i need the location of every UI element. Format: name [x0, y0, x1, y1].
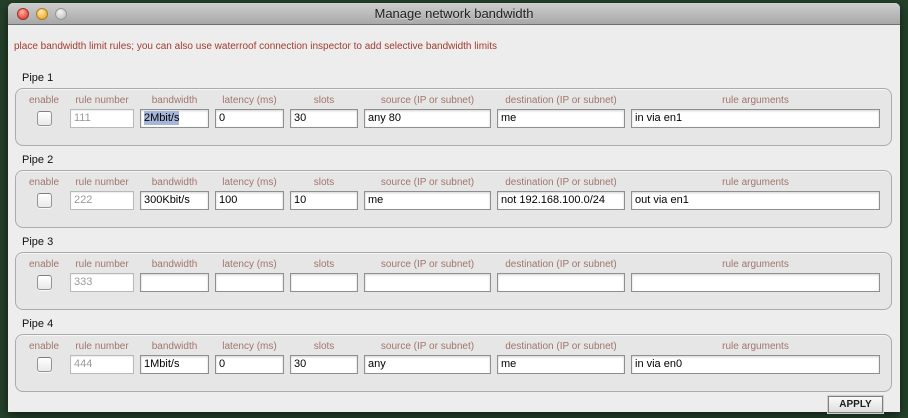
- window-controls: [17, 8, 67, 20]
- manage-bandwidth-window: Manage network bandwidth place bandwidth…: [8, 3, 900, 413]
- rule-arguments-column-header: rule arguments: [722, 259, 789, 270]
- zoom-window-icon[interactable]: [55, 8, 67, 20]
- pipe-3-label: Pipe 3: [22, 236, 54, 248]
- bandwidth-column-header: bandwidth: [151, 341, 198, 352]
- rule-number-column-header: rule number: [75, 259, 129, 270]
- pipe-1-source-input[interactable]: any 80: [364, 109, 491, 128]
- pipe-1-slots-input[interactable]: 30: [290, 109, 358, 128]
- pipe-1-section: Pipe 1 enable rule number bandwidth late…: [8, 72, 900, 146]
- slots-column-header: slots: [313, 259, 335, 270]
- source-column-header: source (IP or subnet): [380, 341, 475, 352]
- pipe-4-groupbox: enable rule number bandwidth latency (ms…: [15, 334, 892, 392]
- pipe-3-rule-arguments-input[interactable]: [631, 273, 880, 292]
- column-headers: enable rule number bandwidth latency (ms…: [24, 177, 880, 189]
- rule-arguments-column-header: rule arguments: [722, 177, 789, 188]
- pipe-2-groupbox: enable rule number bandwidth latency (ms…: [15, 170, 892, 228]
- pipe-4-label: Pipe 4: [22, 318, 54, 330]
- pipe-3-destination-input[interactable]: [497, 273, 625, 292]
- footer: APPLY: [8, 396, 883, 413]
- destination-column-header: destination (IP or subnet): [505, 177, 617, 188]
- slots-column-header: slots: [313, 177, 335, 188]
- latency-column-header: latency (ms): [222, 259, 277, 270]
- pipe-2-enable-checkbox[interactable]: [36, 193, 52, 208]
- column-headers: enable rule number bandwidth latency (ms…: [24, 341, 880, 353]
- pipe-3-section: Pipe 3 enable rule number bandwidth late…: [8, 236, 900, 310]
- pipe-3-rule-number-input[interactable]: 333: [70, 273, 134, 292]
- pipe-2-section: Pipe 2 enable rule number bandwidth late…: [8, 154, 900, 228]
- close-window-icon[interactable]: [17, 8, 29, 20]
- pipe-4-rule-number-input[interactable]: 444: [70, 355, 134, 374]
- pipe-1-groupbox: enable rule number bandwidth latency (ms…: [15, 88, 892, 146]
- bandwidth-column-header: bandwidth: [151, 177, 198, 188]
- selected-text: 2Mbit/s: [144, 111, 180, 125]
- enable-column-header: enable: [28, 259, 60, 270]
- pipe-1-destination-input[interactable]: me: [497, 109, 625, 128]
- pipe-2-rule-number-input[interactable]: 222: [70, 191, 134, 210]
- instruction-text: place bandwidth limit rules; you can als…: [14, 41, 498, 52]
- pipe-3-latency-input[interactable]: [215, 273, 284, 292]
- pipe-3-slots-input[interactable]: [290, 273, 358, 292]
- slots-column-header: slots: [313, 95, 335, 106]
- pipe-2-slots-input[interactable]: 10: [290, 191, 358, 210]
- source-column-header: source (IP or subnet): [380, 177, 475, 188]
- window-title: Manage network bandwidth: [374, 6, 534, 21]
- pipe-4-slots-input[interactable]: 30: [290, 355, 358, 374]
- rule-arguments-column-header: rule arguments: [722, 95, 789, 106]
- rule-number-column-header: rule number: [75, 177, 129, 188]
- apply-button[interactable]: APPLY: [828, 396, 883, 413]
- enable-column-header: enable: [28, 95, 60, 106]
- enable-column-header: enable: [28, 177, 60, 188]
- pipe-1-label: Pipe 1: [22, 72, 54, 84]
- enable-column-header: enable: [28, 341, 60, 352]
- pipe-4-row: 444 1Mbit/s 0 30 any me in via en0: [24, 355, 880, 374]
- bandwidth-column-header: bandwidth: [151, 259, 198, 270]
- pipe-1-latency-input[interactable]: 0: [215, 109, 284, 128]
- pipe-3-bandwidth-input[interactable]: [140, 273, 209, 292]
- latency-column-header: latency (ms): [222, 341, 277, 352]
- destination-column-header: destination (IP or subnet): [505, 95, 617, 106]
- pipe-3-enable-checkbox[interactable]: [36, 275, 52, 290]
- pipe-2-destination-input[interactable]: not 192.168.100.0/24: [497, 191, 625, 210]
- pipe-4-rule-arguments-input[interactable]: in via en0: [631, 355, 880, 374]
- destination-column-header: destination (IP or subnet): [505, 259, 617, 270]
- pipe-1-enable-checkbox[interactable]: [36, 111, 52, 126]
- pipe-2-label: Pipe 2: [22, 154, 54, 166]
- title-bar[interactable]: Manage network bandwidth: [8, 3, 900, 25]
- rule-number-column-header: rule number: [75, 95, 129, 106]
- bandwidth-column-header: bandwidth: [151, 95, 198, 106]
- rule-arguments-column-header: rule arguments: [722, 341, 789, 352]
- pipe-2-latency-input[interactable]: 100: [215, 191, 284, 210]
- pipe-4-enable-checkbox[interactable]: [36, 357, 52, 372]
- source-column-header: source (IP or subnet): [380, 95, 475, 106]
- pipe-4-bandwidth-input[interactable]: 1Mbit/s: [140, 355, 209, 374]
- pipe-3-row: 333: [24, 273, 880, 292]
- column-headers: enable rule number bandwidth latency (ms…: [24, 259, 880, 271]
- pipe-3-source-input[interactable]: [364, 273, 491, 292]
- minimize-window-icon[interactable]: [36, 8, 48, 20]
- column-headers: enable rule number bandwidth latency (ms…: [24, 95, 880, 107]
- pipe-2-bandwidth-input[interactable]: 300Kbit/s: [140, 191, 209, 210]
- latency-column-header: latency (ms): [222, 95, 277, 106]
- pipe-3-groupbox: enable rule number bandwidth latency (ms…: [15, 252, 892, 310]
- pipe-1-rule-arguments-input[interactable]: in via en1: [631, 109, 880, 128]
- pipe-4-section: Pipe 4 enable rule number bandwidth late…: [8, 318, 900, 392]
- pipe-2-source-input[interactable]: me: [364, 191, 491, 210]
- pipe-2-row: 222 300Kbit/s 100 10 me not 192.168.100.…: [24, 191, 880, 210]
- pipe-2-rule-arguments-input[interactable]: out via en1: [631, 191, 880, 210]
- pipe-4-latency-input[interactable]: 0: [215, 355, 284, 374]
- pipe-1-bandwidth-input[interactable]: 2Mbit/s: [140, 109, 209, 128]
- pipe-1-row: 111 2Mbit/s 0 30 any 80 me in via en1: [24, 109, 880, 128]
- source-column-header: source (IP or subnet): [380, 259, 475, 270]
- pipe-4-destination-input[interactable]: me: [497, 355, 625, 374]
- latency-column-header: latency (ms): [222, 177, 277, 188]
- rule-number-column-header: rule number: [75, 341, 129, 352]
- pipe-1-rule-number-input[interactable]: 111: [70, 109, 134, 128]
- pipe-4-source-input[interactable]: any: [364, 355, 491, 374]
- destination-column-header: destination (IP or subnet): [505, 341, 617, 352]
- slots-column-header: slots: [313, 341, 335, 352]
